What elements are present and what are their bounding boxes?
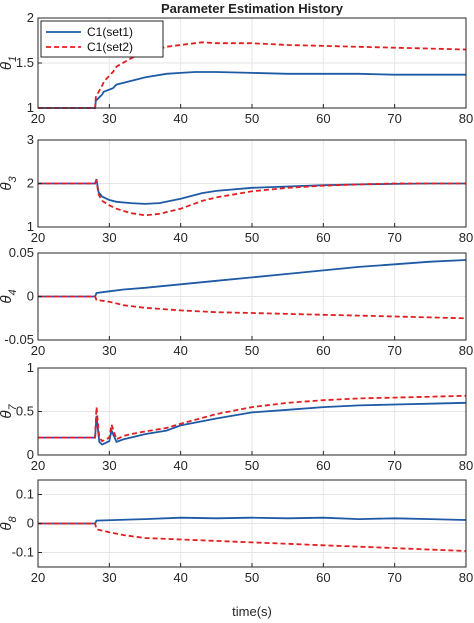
series-line-2 xyxy=(38,295,467,320)
x-tick-label: 70 xyxy=(387,230,401,245)
x-tick-label: 50 xyxy=(245,458,259,473)
series-line-1 xyxy=(38,71,466,109)
y-tick-label: 0 xyxy=(27,289,34,304)
x-tick-label: 70 xyxy=(387,111,401,126)
x-tick-label: 20 xyxy=(31,230,45,245)
y-tick-label: 1 xyxy=(27,360,34,375)
x-tick-label: 70 xyxy=(387,458,401,473)
x-axis-label: time(s) xyxy=(232,604,272,619)
series-line-2 xyxy=(38,394,467,443)
x-tick-label: 40 xyxy=(173,343,187,358)
x-tick-label: 50 xyxy=(245,343,259,358)
y-tick-label: -0.05 xyxy=(4,332,34,347)
y-axis-label: θ7 xyxy=(0,403,19,418)
x-tick-label: 60 xyxy=(316,570,330,585)
y-tick-label: 1 xyxy=(27,100,34,115)
y-tick-label: -0.1 xyxy=(12,545,34,560)
x-tick-label: 20 xyxy=(31,343,45,358)
x-tick-label: 80 xyxy=(459,230,473,245)
y-tick-label: 2 xyxy=(27,10,34,25)
x-tick-label: 40 xyxy=(173,458,187,473)
series-line-2 xyxy=(38,522,467,552)
x-tick-label: 80 xyxy=(459,343,473,358)
y-tick-label: 0 xyxy=(27,516,34,531)
x-tick-label: 40 xyxy=(173,570,187,585)
x-tick-label: 70 xyxy=(387,343,401,358)
y-axis-label: θ4 xyxy=(0,289,19,303)
legend: C1(set1)C1(set2) xyxy=(40,20,164,58)
x-tick-label: 30 xyxy=(102,230,116,245)
x-tick-label: 20 xyxy=(31,111,45,126)
y-tick-label: 0.5 xyxy=(16,404,34,419)
legend-label-1: C1(set1) xyxy=(87,25,133,39)
x-tick-label: 30 xyxy=(102,458,116,473)
panels: 2030405060708011.52θ1C1(set1)C1(set2)203… xyxy=(0,10,473,585)
panel-5: 20 30 40 50 60 70 80 -0.1 0 0.1 θ8 xyxy=(0,479,473,585)
x-tick-label: 40 xyxy=(173,230,187,245)
y-tick-label: 0 xyxy=(27,447,34,462)
x-tick-label: 30 xyxy=(102,570,116,585)
x-tick-label: 40 xyxy=(173,111,187,126)
x-tick-label: 30 xyxy=(102,111,116,126)
y-axis-label: θ8 xyxy=(0,515,19,530)
series-line-2 xyxy=(38,41,467,109)
legend-box xyxy=(40,20,164,58)
x-tick-label: 70 xyxy=(387,570,401,585)
y-tick-label: 0.1 xyxy=(16,487,34,502)
x-tick-label: 50 xyxy=(245,570,259,585)
series-line-1 xyxy=(38,516,467,525)
y-tick-label: 2 xyxy=(27,176,34,191)
x-tick-label: 20 xyxy=(31,458,45,473)
chart-title: Parameter Estimation History xyxy=(161,1,344,16)
y-tick-label: 1.5 xyxy=(16,55,34,70)
x-tick-label: 30 xyxy=(102,343,116,358)
y-tick-label: 1 xyxy=(27,219,34,234)
x-tick-label: 20 xyxy=(31,570,45,585)
x-tick-label: 80 xyxy=(459,111,473,126)
y-axis-label: θ1 xyxy=(0,56,19,70)
panel-3: 20 30 40 50 60 70 80 -0.05 0 0.05 θ4 xyxy=(0,245,473,358)
x-tick-label: 80 xyxy=(459,570,473,585)
series-line-1 xyxy=(38,401,467,446)
legend-label-2: C1(set2) xyxy=(87,40,133,54)
x-tick-label: 60 xyxy=(316,230,330,245)
series-line-1 xyxy=(38,259,467,298)
y-tick-label: 0.05 xyxy=(9,245,34,260)
x-tick-label: 50 xyxy=(245,111,259,126)
series-line-2 xyxy=(38,178,466,217)
y-tick-label: 3 xyxy=(27,132,34,147)
x-tick-label: 60 xyxy=(316,458,330,473)
x-tick-label: 80 xyxy=(459,458,473,473)
panel-2: 20 30 40 50 60 70 80 1 2 3 θ3 xyxy=(0,132,473,245)
panel-1: 20 30 40 50 60 70 80 1 1.5 2 θ1 C1(set1)C1(set2) xyxy=(0,10,473,126)
y-axis-label: θ3 xyxy=(0,175,19,190)
x-tick-label: 60 xyxy=(316,111,330,126)
panel-4: 20 30 40 50 60 70 80 0 0.5 1 θ7 xyxy=(0,360,473,473)
x-tick-label: 60 xyxy=(316,343,330,358)
x-tick-label: 50 xyxy=(245,230,259,245)
